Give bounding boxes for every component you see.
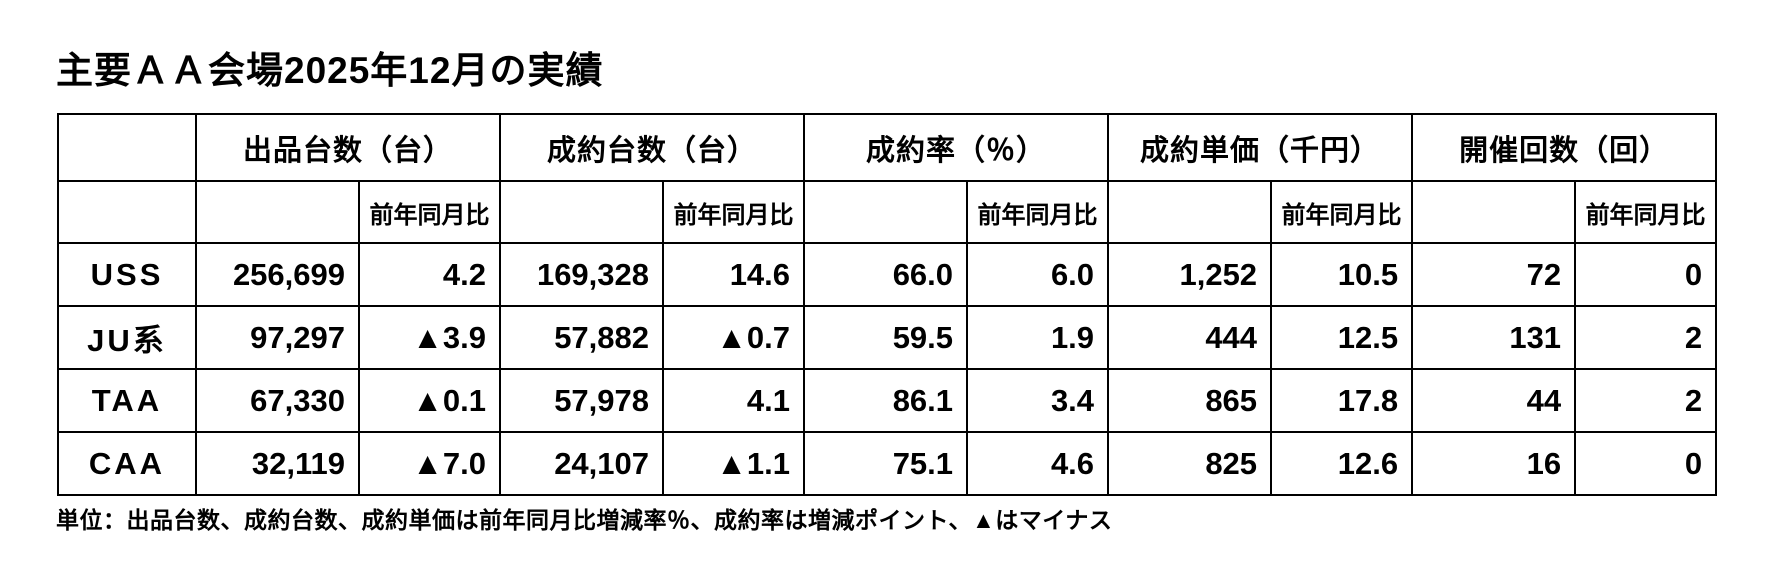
cell-value: 256,699 [195, 242, 360, 307]
cell-value: 0 [1574, 431, 1718, 496]
cell-value: 131 [1411, 305, 1577, 370]
cell-value: 4.2 [357, 242, 502, 307]
table-row-ju: JU系 97,297 ▲3.9 57,882 ▲0.7 59.5 1.9 444… [57, 305, 1718, 370]
cell-value: 72 [1411, 242, 1577, 307]
cell-value: 0 [1574, 242, 1718, 307]
cell-value: 6.0 [966, 242, 1110, 307]
cell-value: 12.6 [1270, 431, 1414, 496]
cell-value: ▲0.7 [662, 305, 806, 370]
cell-value: 2 [1574, 305, 1718, 370]
page-title: 主要ＡＡ会場2025年12月の実績 [56, 50, 604, 91]
cell-value: ▲0.1 [357, 368, 502, 433]
cell-value: ▲7.0 [357, 431, 502, 496]
cell-value: ▲1.1 [662, 431, 806, 496]
cell-value: 169,328 [499, 242, 665, 307]
cell-value: 75.1 [803, 431, 969, 496]
cell-value: 825 [1107, 431, 1273, 496]
cell-value: 3.4 [966, 368, 1110, 433]
corner-cell-2 [57, 180, 197, 244]
cell-value: 24,107 [499, 431, 665, 496]
yoy-header: 前年同月比 [1270, 180, 1414, 244]
table-row-caa: CAA 32,119 ▲7.0 24,107 ▲1.1 75.1 4.6 825… [57, 431, 1718, 496]
spacer-cell [803, 180, 969, 244]
cell-value: 44 [1411, 368, 1577, 433]
cell-value: 97,297 [195, 305, 360, 370]
cell-value: 865 [1107, 368, 1273, 433]
cell-value: 2 [1574, 368, 1718, 433]
col-group-sale-rate: 成約率（％） [803, 113, 1110, 182]
cell-value: 57,978 [499, 368, 665, 433]
cell-value: ▲3.9 [357, 305, 502, 370]
spacer-cell [1107, 180, 1273, 244]
col-group-events-held: 開催回数（回） [1411, 113, 1718, 182]
cell-value: 14.6 [662, 242, 806, 307]
header-row-yoy: 前年同月比 前年同月比 前年同月比 前年同月比 前年同月比 [57, 180, 1718, 244]
row-label: TAA [57, 368, 197, 433]
cell-value: 57,882 [499, 305, 665, 370]
table-row-taa: TAA 67,330 ▲0.1 57,978 4.1 86.1 3.4 865 … [57, 368, 1718, 433]
yoy-header: 前年同月比 [966, 180, 1110, 244]
yoy-header: 前年同月比 [662, 180, 806, 244]
row-label: CAA [57, 431, 197, 496]
results-table: 出品台数（台） 成約台数（台） 成約率（％） 成約単価（千円） 開催回数（回） … [57, 113, 1718, 496]
cell-value: 16 [1411, 431, 1577, 496]
corner-cell [57, 113, 197, 182]
cell-value: 67,330 [195, 368, 360, 433]
cell-value: 86.1 [803, 368, 969, 433]
cell-value: 4.1 [662, 368, 806, 433]
spacer-cell [1411, 180, 1577, 244]
yoy-header: 前年同月比 [1574, 180, 1718, 244]
col-group-listing-units: 出品台数（台） [194, 113, 502, 182]
cell-value: 10.5 [1270, 242, 1414, 307]
spacer-cell [195, 180, 360, 244]
cell-value: 1,252 [1107, 242, 1273, 307]
cell-value: 32,119 [195, 431, 360, 496]
spacer-cell [499, 180, 665, 244]
yoy-header: 前年同月比 [357, 180, 502, 244]
cell-value: 66.0 [803, 242, 969, 307]
cell-value: 1.9 [966, 305, 1110, 370]
row-label: USS [57, 242, 197, 307]
col-group-sold-units: 成約台数（台） [499, 113, 806, 182]
cell-value: 12.5 [1270, 305, 1414, 370]
cell-value: 59.5 [803, 305, 969, 370]
col-group-avg-price: 成約単価（千円） [1107, 113, 1414, 182]
table-row-uss: USS 256,699 4.2 169,328 14.6 66.0 6.0 1,… [57, 242, 1718, 307]
cell-value: 17.8 [1270, 368, 1414, 433]
row-label: JU系 [57, 305, 197, 370]
cell-value: 4.6 [966, 431, 1110, 496]
header-row-groups: 出品台数（台） 成約台数（台） 成約率（％） 成約単価（千円） 開催回数（回） [57, 113, 1718, 182]
cell-value: 444 [1107, 305, 1273, 370]
units-footnote: 単位：出品台数、成約台数、成約単価は前年同月比増減率％、成約率は増減ポイント、▲… [56, 507, 1113, 533]
